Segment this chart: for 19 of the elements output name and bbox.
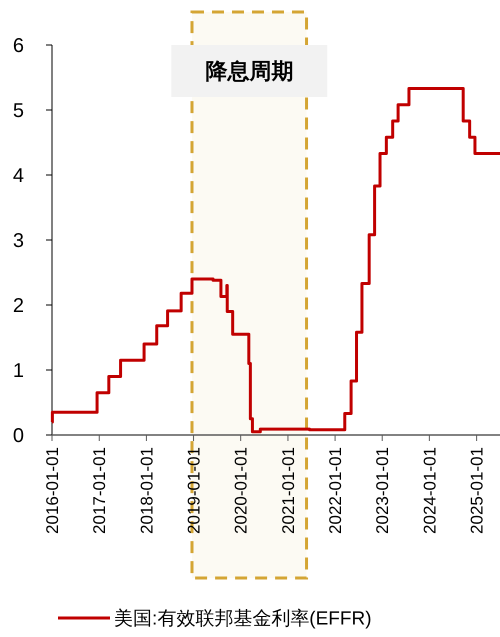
x-tick-label: 2016-01-01 <box>42 447 62 534</box>
band-label: 降息周期 <box>205 58 294 84</box>
x-tick-label: 2017-01-01 <box>90 447 110 534</box>
y-tick-label: 1 <box>12 360 24 382</box>
x-tick-label: 2024-01-01 <box>420 447 440 534</box>
x-tick-label: 2023-01-01 <box>373 447 392 534</box>
x-tick-label: 2020-01-01 <box>232 447 251 534</box>
y-tick-label: 5 <box>12 100 24 122</box>
x-tick-label: 2018-01-01 <box>137 447 156 534</box>
y-tick-label: 4 <box>12 165 24 187</box>
x-tick-label: 2022-01-01 <box>326 447 346 534</box>
y-tick-label: 3 <box>12 230 24 252</box>
x-tick-label: 2021-01-01 <box>278 447 298 534</box>
y-tick-label: 6 <box>12 35 24 57</box>
legend-label: 美国:有效联邦基金利率(EFFR) <box>114 608 372 630</box>
x-tick-label: 2025-01-01 <box>468 447 487 534</box>
x-tick-label: 2019-01-01 <box>184 447 204 534</box>
y-tick-label: 2 <box>12 295 24 317</box>
y-tick-label: 0 <box>12 425 24 447</box>
